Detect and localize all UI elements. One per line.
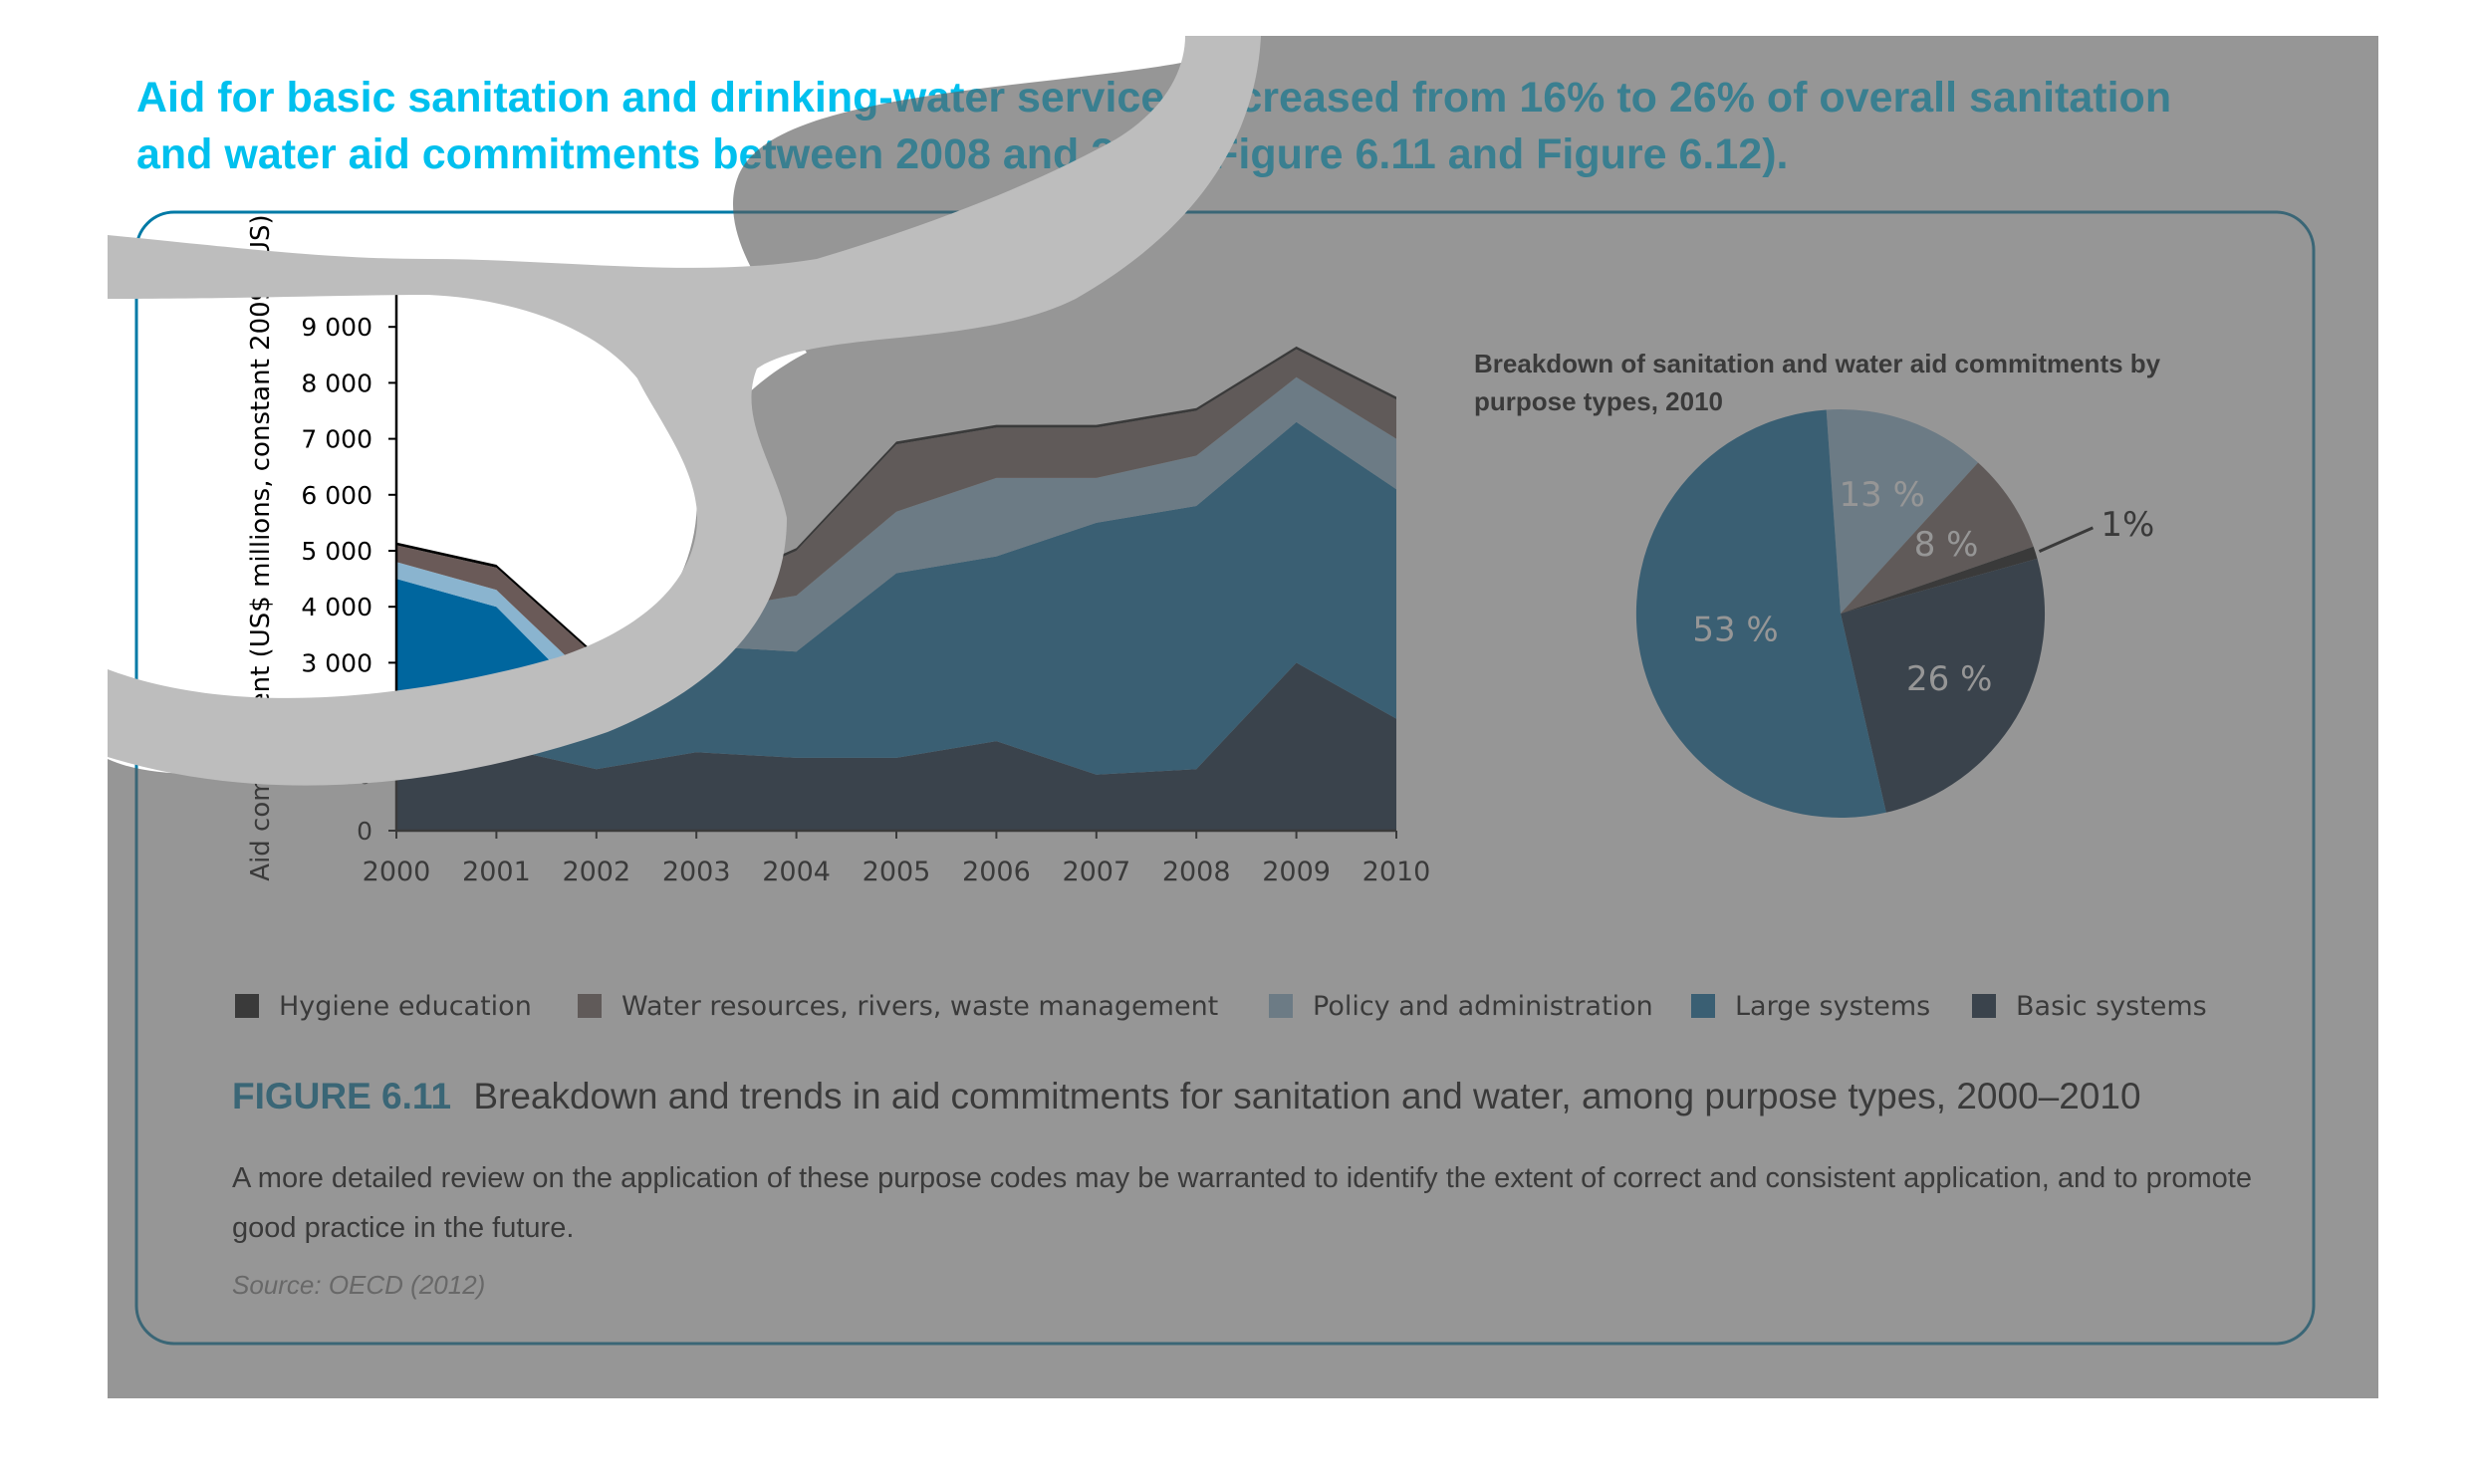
pie-chart-title: Breakdown of sanitation and water aid co…	[1474, 349, 2161, 416]
y-tick-label: 3 000	[301, 648, 372, 677]
figure-note: A more detailed review on the applicatio…	[232, 1162, 2252, 1244]
x-tick-label: 2007	[1062, 857, 1130, 887]
y-tick-label: 8 000	[301, 369, 372, 397]
y-tick-label: 9 000	[301, 313, 372, 342]
legend-swatch	[1269, 994, 1293, 1018]
legend: Hygiene education Water resources, river…	[235, 984, 2277, 1028]
legend-label: Large systems	[1735, 990, 1931, 1022]
y-tick-label: 6 000	[301, 481, 372, 510]
figure-source: Source: OECD (2012)	[232, 1270, 486, 1300]
y-tick-label: 5 000	[301, 537, 372, 566]
pie-chart: 13 % 8 % 1% 26 % 53 %	[1635, 409, 2154, 819]
pie-label: 26 %	[1906, 659, 1992, 699]
pie-leader-line	[2038, 526, 2094, 553]
y-tick-label: 1 000	[301, 761, 372, 790]
x-tick-label: 2001	[462, 857, 531, 887]
legend-swatch	[578, 994, 602, 1018]
legend-label: Policy and administration	[1313, 990, 1653, 1022]
x-tick-label: 2000	[363, 857, 431, 887]
figure-title: Breakdown and trends in aid commitments …	[473, 1076, 2141, 1116]
y-tick-label: 0	[357, 817, 372, 846]
y-tick-label: 2 000	[301, 705, 372, 734]
legend-item-hygiene-education: Hygiene education	[235, 984, 532, 1028]
figure-caption: FIGURE 6.11 Breakdown and trends in aid …	[232, 1076, 2324, 1117]
area-chart: 0 1 000 2 000 3 000 4 000 5 000 6 000 7 000 8 00…	[246, 214, 1430, 887]
x-tick-label: 2003	[662, 857, 731, 887]
legend-label: Hygiene education	[279, 990, 532, 1022]
x-tick-label: 2010	[1362, 857, 1431, 887]
y-tick-label: 7 000	[301, 425, 372, 454]
legend-item-basic-systems: Basic systems	[1972, 984, 2207, 1028]
legend-item-large-systems: Large systems	[1691, 984, 1930, 1028]
legend-item-water-resources: Water resources, rivers, waste managemen…	[578, 984, 1218, 1028]
pie-label: 8 %	[1914, 525, 1979, 565]
pie-label: 13 %	[1840, 475, 1925, 515]
y-axis-title: Aid commitment (US$ millions, constant 2…	[246, 214, 276, 880]
x-tick-label: 2008	[1162, 857, 1231, 887]
pie-label: 1%	[2101, 505, 2154, 545]
legend-label: Water resources, rivers, waste managemen…	[621, 990, 1219, 1022]
y-tick-label: 10 000	[286, 257, 372, 286]
y-tick-label: 4 000	[301, 593, 372, 621]
x-tick-label: 2005	[863, 857, 931, 887]
x-tick-label: 2009	[1262, 857, 1331, 887]
x-tick-label: 2002	[562, 857, 630, 887]
headline: Aid for basic sanitation and drinking-wa…	[136, 70, 2357, 183]
x-tick-label: 2004	[762, 857, 831, 887]
pie-label: 53 %	[1692, 611, 1778, 650]
headline-line-2: and water aid commitments between 2008 a…	[136, 130, 1789, 178]
figure-number: FIGURE 6.11	[232, 1076, 452, 1116]
legend-swatch	[1691, 994, 1715, 1018]
legend-item-policy-administration: Policy and administration	[1269, 984, 1653, 1028]
legend-label: Basic systems	[2016, 990, 2207, 1022]
legend-swatch	[235, 994, 259, 1018]
legend-swatch	[1972, 994, 1996, 1018]
headline-line-1: Aid for basic sanitation and drinking-wa…	[136, 74, 2172, 122]
x-tick-label: 2006	[962, 857, 1031, 887]
